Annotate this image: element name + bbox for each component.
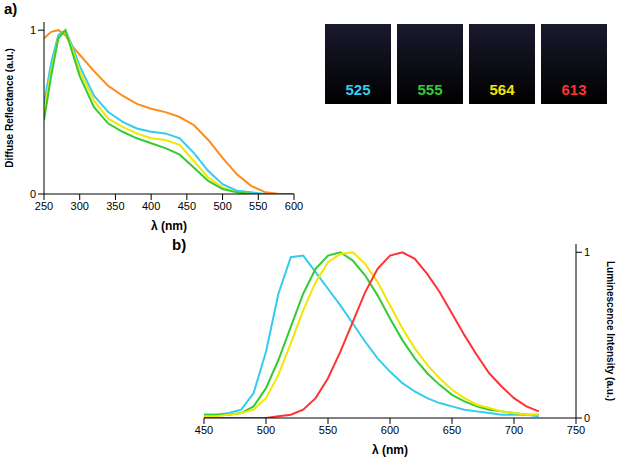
svg-text:0: 0 bbox=[584, 412, 590, 424]
html-text:555: 555 bbox=[417, 81, 443, 98]
svg-text:450: 450 bbox=[178, 200, 196, 212]
svg-text:λ (nm): λ (nm) bbox=[151, 219, 187, 233]
html-text:b): b) bbox=[172, 236, 187, 253]
svg-text:1: 1 bbox=[584, 246, 590, 258]
svg-text:650: 650 bbox=[443, 424, 461, 436]
svg-text:550: 550 bbox=[249, 200, 267, 212]
svg-text:550: 550 bbox=[319, 424, 337, 436]
svg-text:0: 0 bbox=[30, 188, 36, 200]
svg-text:600: 600 bbox=[381, 424, 399, 436]
svg-text:Diffuse Reflectance (a.u.): Diffuse Reflectance (a.u.) bbox=[4, 48, 15, 167]
svg-text:400: 400 bbox=[142, 200, 160, 212]
svg-text:Luminescence Intensity (a.u.): Luminescence Intensity (a.u.) bbox=[605, 261, 616, 401]
html-text:a): a) bbox=[4, 0, 18, 17]
svg-text:450: 450 bbox=[195, 424, 213, 436]
html-text:613: 613 bbox=[561, 81, 587, 98]
svg-text:250: 250 bbox=[35, 200, 53, 212]
svg-text:1: 1 bbox=[30, 24, 36, 36]
svg-text:500: 500 bbox=[257, 424, 275, 436]
svg-text:300: 300 bbox=[71, 200, 89, 212]
svg-text:350: 350 bbox=[106, 200, 124, 212]
svg-text:λ (nm): λ (nm) bbox=[372, 443, 408, 457]
html-text:525: 525 bbox=[345, 81, 371, 98]
svg-text:750: 750 bbox=[567, 424, 585, 436]
svg-text:500: 500 bbox=[213, 200, 231, 212]
svg-text:700: 700 bbox=[505, 424, 523, 436]
html-text:564: 564 bbox=[489, 81, 515, 98]
svg-text:600: 600 bbox=[285, 200, 303, 212]
